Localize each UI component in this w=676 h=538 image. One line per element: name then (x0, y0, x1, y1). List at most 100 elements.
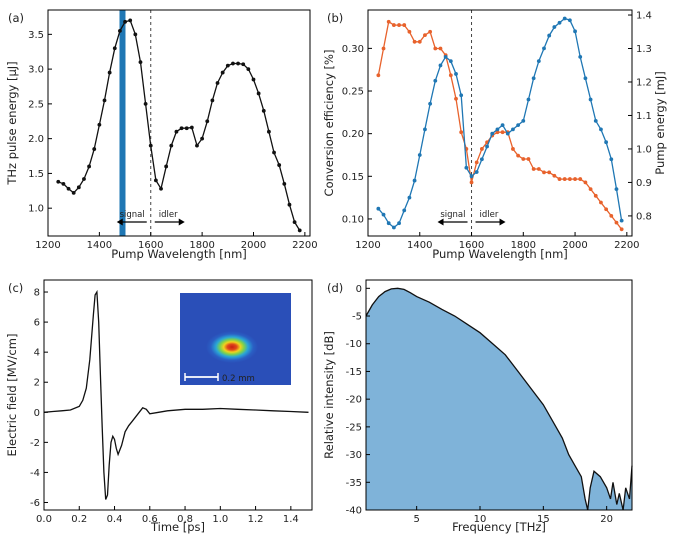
thz-energy-point (195, 143, 199, 148)
conversion-efficiency-point (614, 187, 619, 191)
y-tick-label: 8 (34, 288, 40, 299)
y-tick-label: 0.20 (342, 129, 364, 140)
thz-energy-point (164, 164, 169, 169)
thz-energy-point (148, 143, 153, 148)
spectrum-line (365, 287, 633, 511)
pump-energy-point (376, 73, 381, 78)
conversion-efficiency-point (474, 170, 479, 174)
plot-frame (367, 9, 633, 237)
thz-energy-point (102, 98, 107, 103)
pump-energy-point (619, 227, 624, 232)
thz-energy-point (76, 185, 81, 190)
conversion-efficiency-point (386, 221, 391, 226)
pump-energy-point (521, 157, 526, 161)
conversion-efficiency-point (438, 63, 443, 68)
pump-energy-point (412, 39, 417, 44)
signal-arrowhead (437, 218, 444, 226)
thz-energy-point (231, 61, 235, 66)
x-axis-label: Pump Wavelength [nm] (432, 247, 568, 261)
y-tick-label: 2.0 (28, 134, 44, 145)
thz-energy-point (112, 46, 117, 51)
panel-b: 1200 1400 1600 1800 2000 2200 0.10 0.15 0.20 0.25… (322, 9, 667, 261)
pump-energy-point (599, 200, 603, 205)
idler-annotation: idler (480, 210, 499, 220)
pump-energy-point (381, 46, 386, 51)
conversion-efficiency-point (521, 118, 526, 123)
thz-energy-point (261, 108, 266, 113)
thz-energy-point (210, 98, 215, 103)
conversion-efficiency-point (381, 212, 386, 217)
pump-energy-point (604, 207, 609, 212)
conversion-efficiency-point (391, 225, 396, 230)
pump-energy-point (583, 180, 588, 185)
x-tick-label: 20 (600, 514, 613, 525)
thz-energy-point (246, 67, 251, 72)
y-tick-label: 1.5 (28, 169, 44, 180)
idler-annotation: idler (159, 210, 178, 220)
x-tick-label: 10 (474, 514, 487, 525)
scale-bar-label: 0.2 mm (222, 374, 255, 384)
pump-energy-point (407, 29, 412, 34)
y-tick-label: 0.25 (342, 87, 364, 98)
y-tick-label: -5 (352, 312, 362, 323)
plot-frame (43, 279, 313, 511)
thz-energy-point (277, 163, 282, 167)
thz-energy-point (236, 61, 240, 66)
thz-energy-point (215, 81, 220, 85)
conversion-efficiency-point (485, 144, 489, 149)
x-tick-label: 0.0 (36, 514, 52, 525)
idler-arrowhead (178, 218, 185, 226)
x-tick-label: 2200 (614, 240, 639, 251)
x-axis-label: Pump Wavelength [nm] (111, 247, 247, 261)
conversion-efficiency-point (417, 153, 422, 157)
y-tick-label: 0 (34, 408, 40, 419)
conversion-efficiency-point (567, 18, 572, 23)
thz-energy-point (205, 119, 210, 124)
pump-energy-point (547, 170, 552, 175)
idler-arrowhead (499, 218, 506, 226)
conversion-efficiency-point (609, 157, 614, 162)
conversion-efficiency-point (412, 178, 417, 183)
y-right-tick-label: 1.1 (636, 111, 652, 122)
thz-energy-point (282, 181, 287, 186)
pump-energy-point (386, 19, 391, 24)
thz-energy-point (66, 186, 71, 191)
pump-energy-point (588, 187, 593, 192)
signal-annotation: signal (120, 210, 145, 220)
y-right-tick-label: 1.0 (636, 144, 652, 155)
conversion-efficiency-point (604, 140, 609, 145)
conversion-efficiency-point (479, 157, 484, 162)
pump-energy-point (573, 177, 577, 181)
thz-energy-point (225, 63, 230, 68)
y-right-tick-label: 0.9 (636, 178, 652, 189)
conversion-efficiency-point (402, 208, 407, 213)
x-tick-label: 1.4 (283, 514, 299, 525)
pump-energy-point (578, 177, 583, 181)
x-tick-label: 1800 (511, 240, 536, 251)
conversion-efficiency-point (557, 20, 562, 25)
x-tick-label: 15 (537, 514, 550, 525)
conversion-efficiency-point (531, 76, 536, 81)
y-tick-label: 2.5 (28, 99, 44, 110)
thz-energy-point (56, 179, 61, 184)
x-tick-label: 1600 (138, 240, 163, 251)
pump-energy-point (469, 180, 474, 185)
pump-energy-point (433, 46, 438, 51)
conversion-efficiency-point (376, 206, 381, 211)
conversion-efficiency-point (526, 97, 531, 102)
y-right-tick-label: 1.4 (636, 11, 652, 22)
x-tick-label: 1.0 (212, 514, 228, 525)
thz-energy-line (58, 19, 301, 231)
pump-energy-point (417, 39, 422, 44)
panel-label-d: (d) (327, 281, 343, 295)
y-tick-label: -40 (346, 506, 362, 517)
y-tick-label: 0 (356, 284, 362, 295)
pump-energy-point (526, 157, 531, 161)
x-tick-label: 0.2 (71, 514, 87, 525)
y-tick-label: -30 (346, 450, 362, 461)
panel-d: 5 10 15 20 -40 -35 -30 -25 -20 -15 -10 -5 0 (d) Freque… (322, 279, 633, 534)
panel-label-c: (c) (8, 281, 23, 295)
conversion-efficiency-point (599, 127, 603, 132)
spectrum-area (366, 288, 632, 510)
